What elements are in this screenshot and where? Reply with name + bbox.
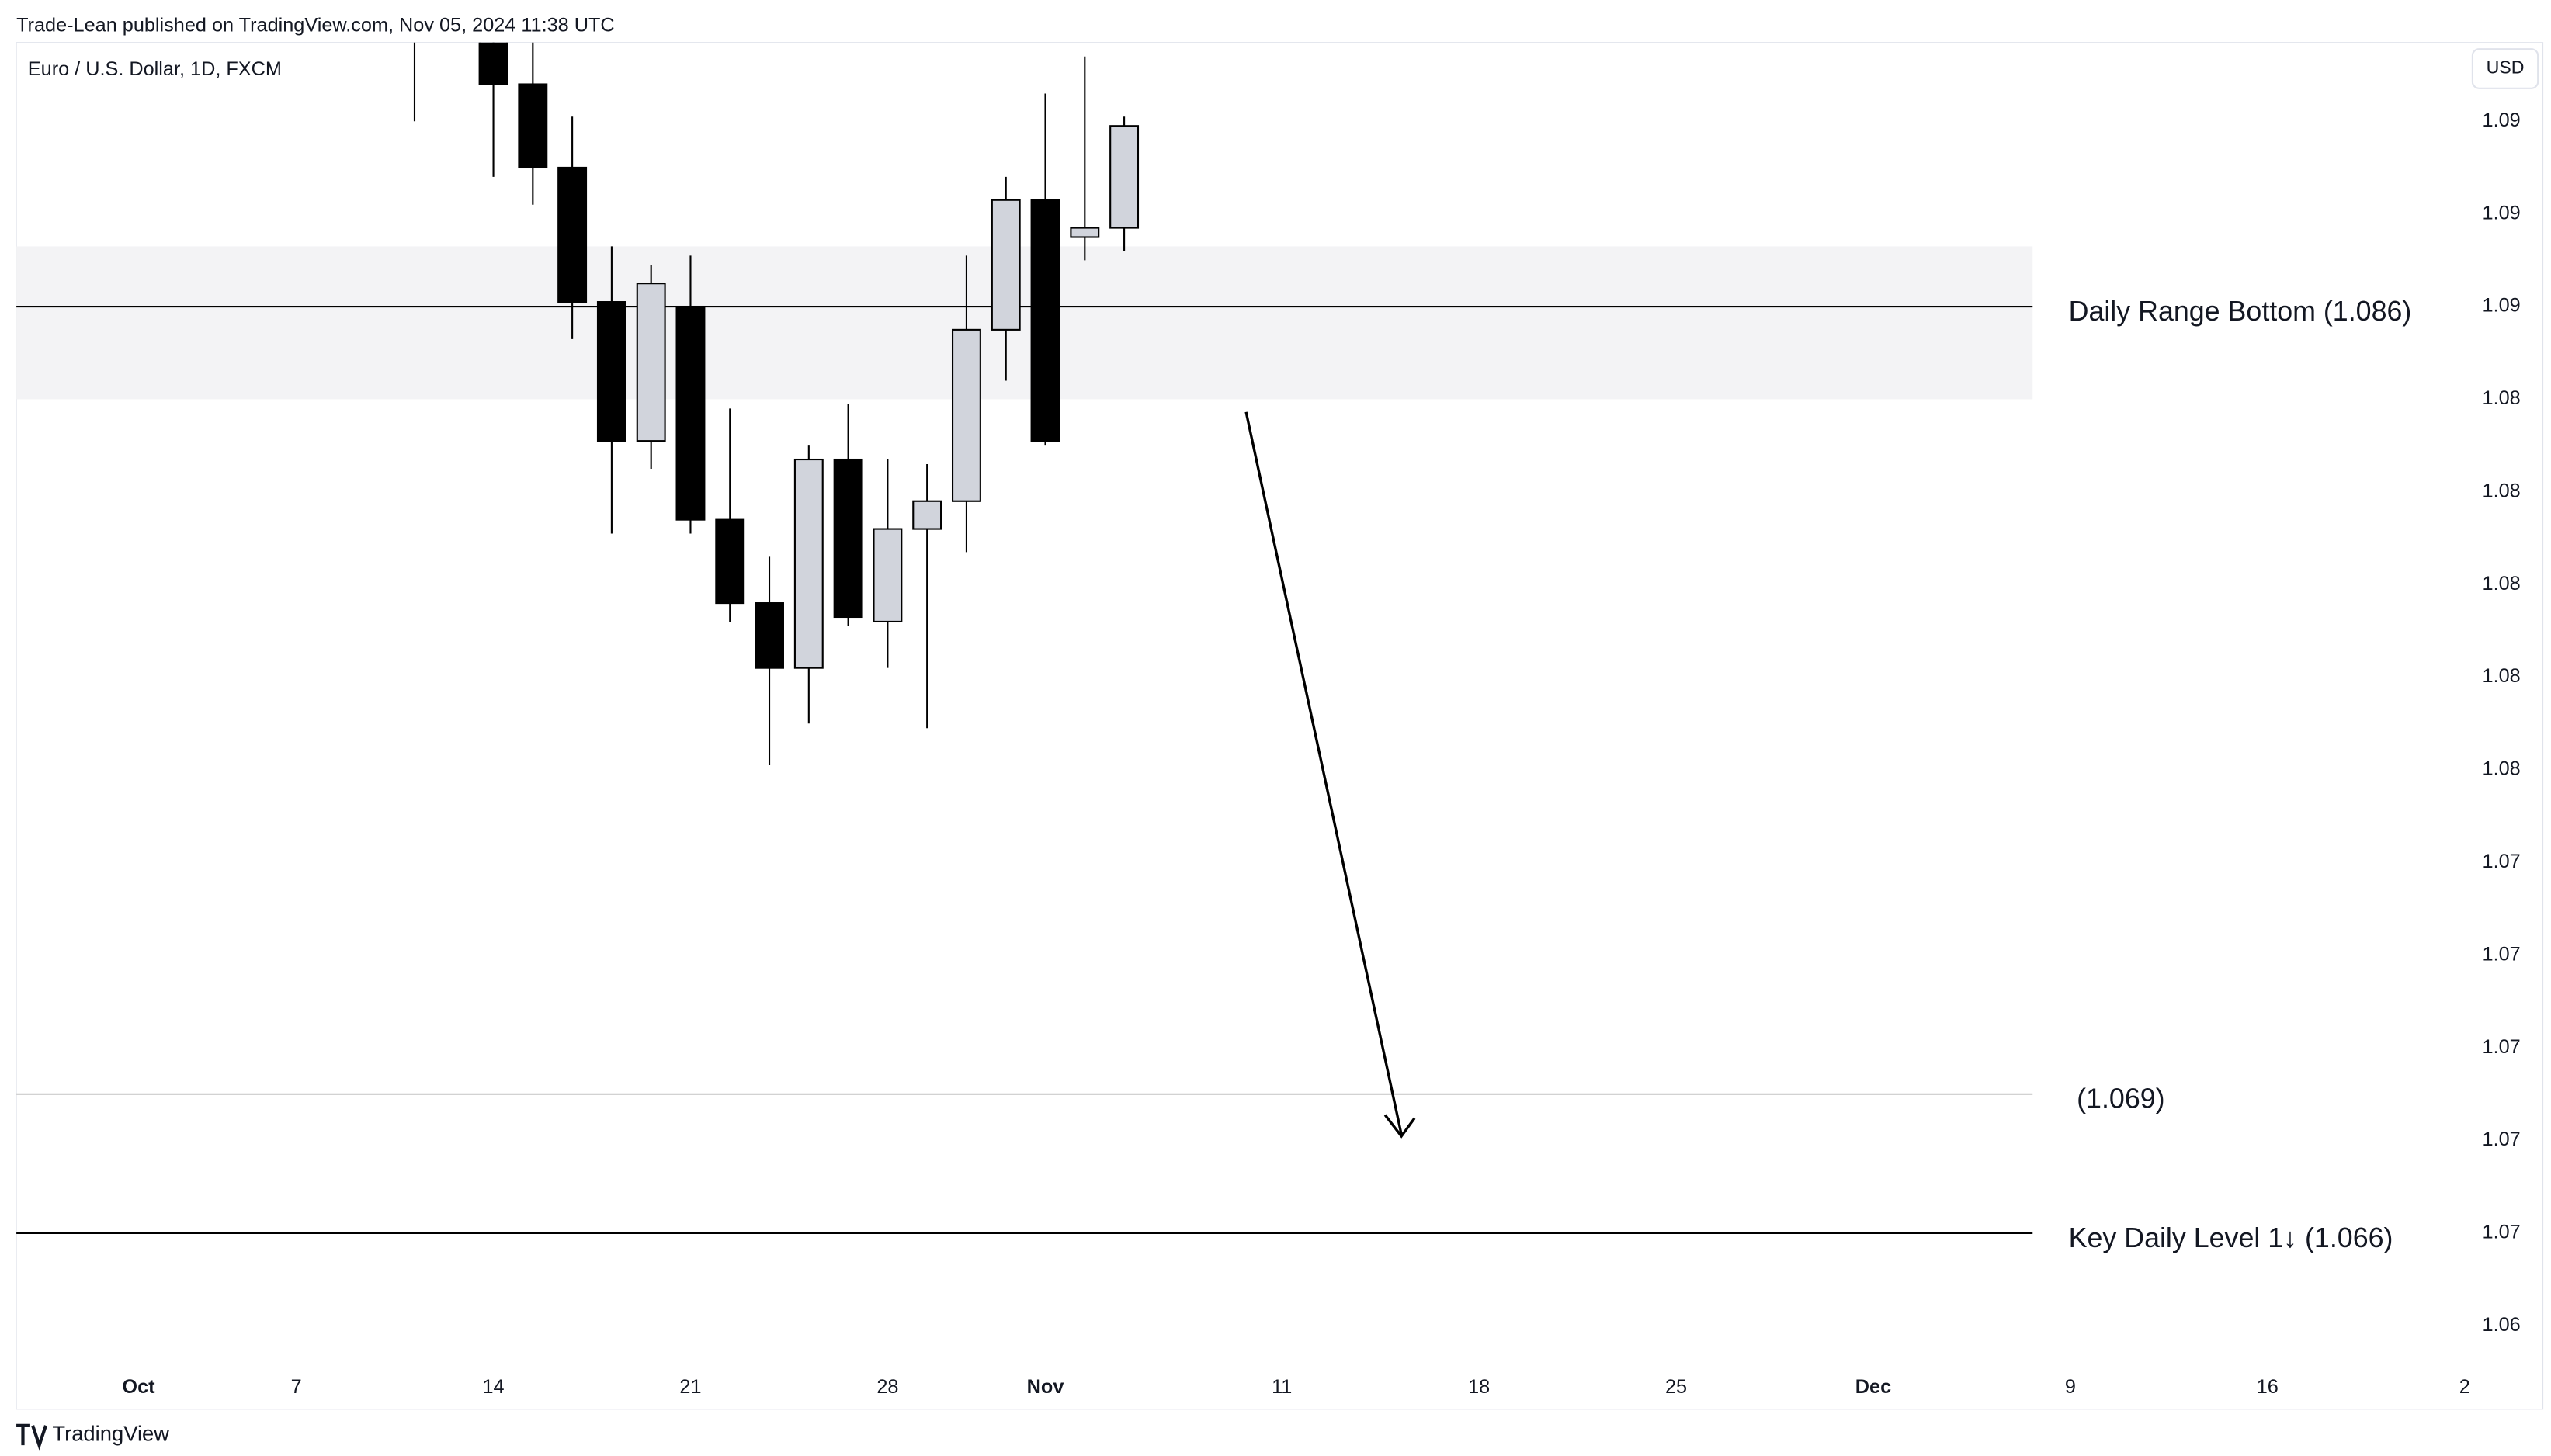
x-tick-label: 11 — [1272, 1376, 1292, 1398]
y-tick-label: 1.08 — [2483, 758, 2521, 780]
y-tick-label: 1.09 — [2483, 109, 2521, 131]
candle-body — [518, 83, 548, 169]
x-tick-label: 28 — [876, 1376, 898, 1398]
x-tick-label: 18 — [1468, 1376, 1490, 1398]
x-tick-label: 16 — [2257, 1376, 2279, 1398]
candle-body — [833, 458, 863, 619]
currency: USD — [2487, 57, 2525, 78]
y-tick-label: 1.06 — [2483, 1314, 2521, 1336]
candle-body — [715, 518, 745, 605]
level-label: (1.069) — [2077, 1083, 2164, 1115]
candle-body — [596, 301, 626, 442]
x-tick-label: Oct — [122, 1376, 155, 1398]
x-tick-label: 14 — [482, 1376, 504, 1398]
candle-body — [557, 166, 588, 303]
currency-badge — [2471, 48, 2539, 89]
candle-body — [1030, 199, 1060, 442]
frame — [16, 42, 2544, 1410]
arrow — [1244, 411, 1416, 1139]
y-tick-label: 1.07 — [2483, 943, 2521, 965]
y-tick-label: 1.09 — [2483, 295, 2521, 317]
y-tick-label: 1.09 — [2483, 202, 2521, 224]
candle-body — [793, 458, 824, 669]
x-tick-label: 9 — [2065, 1376, 2076, 1398]
candle-body — [873, 528, 903, 623]
x-tick-label: Dec — [1855, 1376, 1891, 1398]
candle-body — [675, 305, 706, 521]
level-label: Daily Range Bottom (1.086) — [2069, 296, 2412, 327]
footer-brand: TradingView — [52, 1422, 169, 1446]
candle-body — [755, 602, 784, 669]
candle-body — [1070, 227, 1100, 238]
symbol-title: Euro / U.S. Dollar, 1D, FXCM — [28, 58, 282, 80]
candle-body — [951, 328, 981, 502]
x-tick-label: 7 — [291, 1376, 302, 1398]
y-tick-label: 1.08 — [2483, 573, 2521, 595]
candle-body — [1109, 125, 1140, 229]
candle-body — [478, 42, 508, 85]
plot — [16, 42, 2033, 1234]
published-note: Trade-Lean published on TradingView.com,… — [16, 14, 615, 36]
x-tick-label: 25 — [1665, 1376, 1687, 1398]
x-tick-label: 2 — [2459, 1376, 2470, 1398]
y-tick-label: 1.08 — [2483, 480, 2521, 501]
x-tick-label: 21 — [679, 1376, 701, 1398]
candle-body — [636, 283, 666, 442]
logo — [16, 1423, 47, 1451]
y-tick-label: 1.07 — [2483, 1222, 2521, 1243]
level-label: Key Daily Level 1↓ (1.066) — [2069, 1222, 2393, 1253]
y-tick-label: 1.08 — [2483, 665, 2521, 687]
candle-body — [912, 500, 942, 530]
y-tick-label: 1.07 — [2483, 1036, 2521, 1058]
y-tick-label: 1.07 — [2483, 1128, 2521, 1150]
y-tick-label: 1.07 — [2483, 851, 2521, 872]
x-tick-label: Nov — [1027, 1376, 1064, 1398]
y-tick-label: 1.08 — [2483, 387, 2521, 409]
candle-body — [991, 199, 1021, 331]
range-zone — [16, 246, 2033, 400]
